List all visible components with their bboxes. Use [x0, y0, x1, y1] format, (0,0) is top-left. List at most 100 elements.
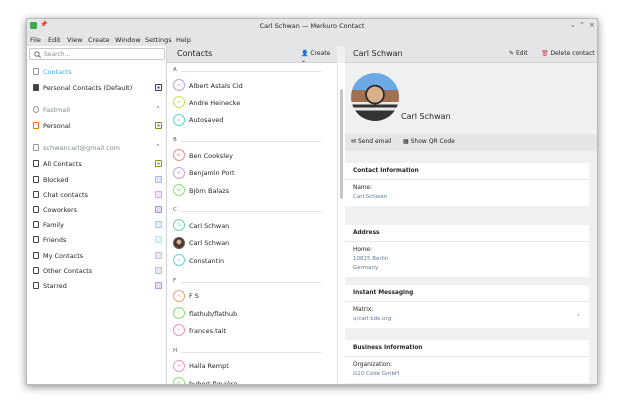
contact-detail: Carl Schwan ✎ Edit 🗑 Delete contact Carl…: [337, 46, 598, 385]
minimize-icon[interactable]: ⌄: [570, 21, 576, 29]
sidebar-item[interactable]: Other Contacts: [27, 264, 167, 278]
group-letter: H: [173, 347, 178, 354]
sidebar-item[interactable]: My Contacts: [27, 249, 167, 263]
info-card[interactable]: Instant Messaging Matrix: u/carl:kde.org ›: [345, 285, 589, 328]
sidebar-item[interactable]: Personal: [27, 119, 167, 133]
field-label: Home:: [353, 247, 373, 253]
sidebar-item-label: Personal Contacts (Default): [43, 84, 133, 92]
chevron-right-icon[interactable]: ›: [577, 311, 580, 319]
window-title: Carl Schwan — Merkuro Contact: [259, 22, 365, 30]
group-divider: [181, 141, 321, 143]
sidebar-item[interactable]: Family: [27, 218, 167, 232]
calendar-color-checkbox[interactable]: [155, 160, 162, 168]
menu-window[interactable]: Window: [115, 36, 141, 44]
menu-edit[interactable]: Edit: [48, 36, 61, 44]
sidebar-item[interactable]: Chat contacts: [27, 188, 167, 202]
calendar-color-checkbox[interactable]: [155, 251, 162, 259]
contact-list-item[interactable]: HF hubert figuière: [173, 376, 323, 384]
sidebar-item[interactable]: All Contacts: [27, 157, 167, 171]
contact-avatar: C: [173, 254, 185, 267]
group-letter: F: [173, 277, 177, 284]
contact-list-item[interactable]: AH Andre Heinecke: [173, 95, 323, 111]
sidebar-item-label: Coworkers: [43, 206, 78, 214]
action-bar: ✉ Send email ▦ Show QR Code: [345, 134, 597, 151]
trash-icon: 🗑: [541, 50, 549, 57]
calendar-color-checkbox[interactable]: [155, 266, 162, 274]
contact-avatar: BB: [173, 184, 185, 196]
contact-list-item[interactable]: C Constantin: [173, 253, 323, 269]
globe-icon: [33, 106, 39, 114]
section-label: Fastmail: [43, 106, 70, 115]
edit-button[interactable]: ✎ Edit: [509, 50, 528, 57]
contact-list-item[interactable]: AC Albert Astals Cid: [173, 78, 323, 94]
contact-list-item[interactable]: HR Halla Rempt: [173, 359, 323, 375]
menu-file[interactable]: File: [30, 36, 41, 44]
contact-list: A AC Albert Astals Cid AH Andre Heinecke A Aut…: [167, 63, 337, 384]
chevron-up-icon[interactable]: ⌃: [155, 105, 161, 114]
calendar-color-checkbox[interactable]: [155, 175, 162, 183]
calendar-color-checkbox[interactable]: [155, 84, 162, 91]
menu-help[interactable]: Help: [176, 36, 191, 44]
group-letter: C: [173, 207, 177, 214]
chevron-up-icon[interactable]: ⌃: [155, 143, 161, 152]
create-button[interactable]: 👤 Create ⌄: [301, 50, 337, 64]
sidebar-section[interactable]: Contacts: [27, 65, 167, 79]
contact-list-item[interactable]: BB Björn Balazs: [173, 183, 323, 199]
calendar-color-checkbox[interactable]: [155, 190, 162, 198]
contact-name: Benjamin Port: [189, 169, 235, 178]
delete-contact-button[interactable]: 🗑 Delete contact: [541, 50, 595, 57]
contact-avatar: F: [173, 307, 185, 319]
sidebar-item[interactable]: Blocked: [27, 173, 167, 187]
address-book-icon: [33, 190, 39, 198]
address-book-icon: [33, 84, 39, 91]
sidebar-item[interactable]: Friends: [27, 233, 167, 247]
account-icon: [33, 144, 39, 152]
contact-avatar: CS: [173, 219, 185, 232]
sidebar-section[interactable]: Fastmail ⌃: [27, 103, 167, 117]
delete-label: Delete contact: [550, 50, 595, 57]
maximize-icon[interactable]: ⌃: [579, 21, 585, 29]
contact-name: flathub/flathub: [189, 309, 238, 318]
profile-header: Carl Schwan: [345, 63, 597, 134]
contact-list-item[interactable]: A Autosaved: [173, 113, 323, 129]
search-icon: [34, 51, 41, 58]
contact-list-item[interactable]: BP Benjamin Port: [173, 166, 323, 182]
sidebar-item[interactable]: Personal Contacts (Default): [27, 81, 167, 95]
calendar-color-checkbox[interactable]: [155, 282, 162, 289]
field-label: Name:: [353, 185, 373, 191]
field-value[interactable]: u/carl:kde.org: [353, 316, 392, 322]
menu-create[interactable]: Create: [88, 36, 110, 44]
detail-body: Contact Information Name: Carl Schwan Addre…: [345, 151, 598, 385]
pin-icon[interactable]: 📌: [40, 21, 48, 28]
sidebar-item[interactable]: Coworkers: [27, 203, 167, 217]
sidebar-item-label: Friends: [43, 236, 67, 245]
detail-scrollbar[interactable]: [597, 151, 598, 385]
calendar-color-checkbox[interactable]: [155, 221, 162, 229]
calendar-color-checkbox[interactable]: [155, 236, 162, 244]
contact-list-item[interactable]: Carl Schwan: [173, 236, 323, 252]
card-title: Business Information: [353, 345, 423, 351]
envelope-icon: ✉: [351, 138, 357, 145]
menu-settings[interactable]: Settings: [145, 36, 172, 44]
card-title: Instant Messaging: [353, 290, 414, 296]
contact-list-item[interactable]: BC Ben Cooksley: [173, 148, 323, 164]
close-icon[interactable]: ×: [589, 21, 595, 29]
send-email-label: Send email: [357, 138, 392, 145]
sidebar-item[interactable]: Starred: [27, 279, 167, 293]
contact-name: Autosaved: [189, 116, 224, 125]
contact-name: Albert Astals Cid: [189, 81, 243, 90]
show-qr-button[interactable]: ▦ Show QR Code: [403, 138, 455, 145]
calendar-color-checkbox[interactable]: [155, 122, 162, 130]
send-email-button[interactable]: ✉ Send email: [351, 138, 392, 145]
menu-view[interactable]: View: [67, 36, 83, 44]
contact-list-item[interactable]: CS Carl Schwan: [173, 218, 323, 234]
contact-list-item[interactable]: FS F S: [173, 289, 323, 305]
calendar-color-checkbox[interactable]: [155, 206, 162, 213]
qr-code-icon: ▦: [403, 138, 409, 145]
sidebar-item-label: Chat contacts: [43, 190, 88, 199]
search-input[interactable]: Search...: [29, 48, 165, 60]
contact-list-scrollbar[interactable]: [337, 63, 345, 384]
sidebar-section[interactable]: schwancarl@gmail.com ⌃: [27, 141, 167, 155]
